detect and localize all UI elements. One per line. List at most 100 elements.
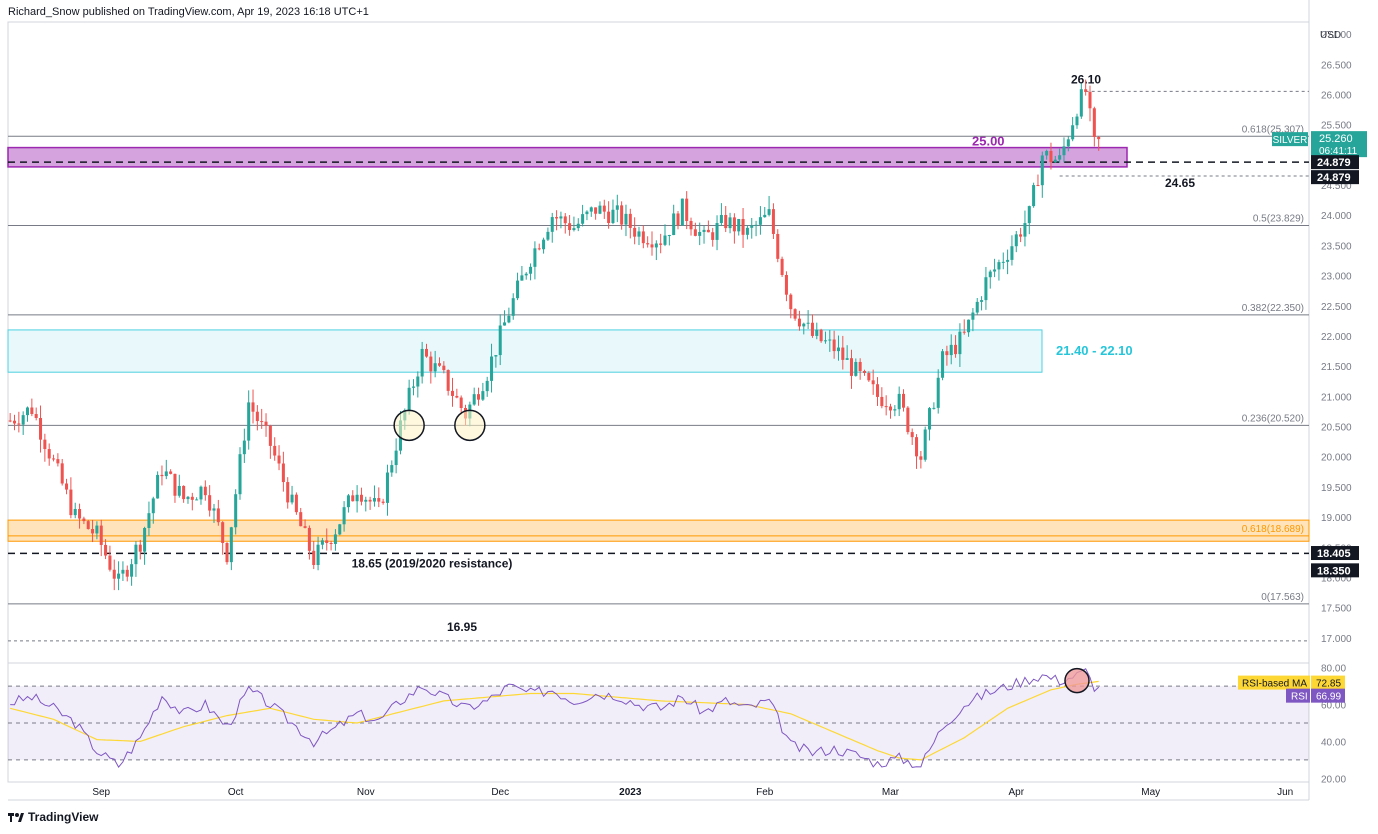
candle — [659, 243, 663, 245]
candle — [862, 370, 867, 373]
tradingview-footer[interactable]: TradingView — [8, 810, 98, 824]
time-tick: Feb — [756, 787, 774, 798]
candle — [871, 380, 875, 385]
candle — [299, 512, 303, 527]
candle — [620, 205, 624, 225]
candle — [676, 213, 680, 226]
candle — [125, 569, 129, 577]
candle — [741, 218, 745, 235]
candle — [875, 384, 880, 397]
candle — [849, 358, 853, 376]
candle — [65, 483, 69, 490]
candle — [967, 319, 971, 333]
candle — [980, 300, 984, 302]
level-price-tag: 24.879 — [1317, 157, 1351, 169]
candle — [1071, 125, 1075, 140]
candle — [516, 280, 520, 299]
candle — [203, 486, 207, 496]
candle — [225, 543, 229, 563]
candle — [164, 471, 168, 477]
candle — [147, 513, 151, 528]
candle — [581, 214, 585, 224]
candle — [945, 351, 949, 356]
price-tick: 24.000 — [1321, 211, 1352, 222]
currency-label: USD — [1320, 30, 1341, 41]
candle — [858, 361, 862, 371]
rsi-value-bg — [1311, 688, 1345, 703]
candle — [1079, 89, 1083, 117]
candle — [411, 386, 415, 388]
rsi-tick: 20.00 — [1321, 774, 1346, 785]
candle — [394, 450, 398, 466]
candle — [78, 508, 82, 519]
candle — [420, 348, 424, 377]
candle — [845, 358, 849, 360]
candle — [962, 331, 966, 333]
candle — [390, 465, 394, 473]
level-price-tag: 18.350 — [1317, 565, 1351, 577]
candle — [602, 205, 606, 212]
price-tick: 21.000 — [1321, 392, 1352, 403]
time-tick: Dec — [491, 787, 509, 798]
candle — [108, 555, 112, 570]
candle — [195, 499, 199, 501]
candle — [529, 266, 533, 274]
candle — [359, 494, 363, 502]
candle — [542, 239, 546, 250]
rsi-line — [10, 668, 1100, 768]
candle — [988, 271, 992, 278]
highlight-circle — [393, 409, 425, 442]
candle — [30, 407, 34, 415]
candle — [802, 323, 806, 327]
candle — [906, 407, 910, 433]
candle — [212, 508, 216, 511]
candle — [1092, 108, 1096, 137]
candle — [936, 377, 940, 408]
candle — [1058, 155, 1062, 160]
candle — [828, 339, 832, 341]
candle — [633, 227, 637, 237]
candle — [780, 258, 784, 275]
price-tick: 23.500 — [1321, 241, 1352, 252]
candle — [151, 498, 155, 514]
rsi-ma-label: RSI-based MA — [1242, 679, 1307, 690]
candle — [8, 420, 12, 422]
candle — [993, 269, 997, 272]
candle — [325, 540, 329, 543]
fib-label: 0.382(22.350) — [1242, 303, 1304, 314]
candle — [702, 229, 706, 232]
level-price-tag-bg — [1311, 546, 1359, 561]
candle — [611, 209, 615, 224]
candle — [511, 298, 515, 316]
candle — [143, 527, 147, 552]
candle — [290, 494, 294, 503]
candle — [268, 425, 272, 446]
candle — [745, 227, 749, 235]
candle — [34, 414, 38, 419]
price-tick: 17.500 — [1321, 604, 1352, 615]
candle — [307, 527, 311, 551]
candle — [1040, 155, 1044, 186]
price-tick: 17.000 — [1321, 634, 1352, 645]
candle — [1075, 116, 1079, 126]
candle — [416, 376, 420, 387]
candle — [524, 273, 528, 276]
candle — [680, 198, 684, 226]
candle — [1001, 261, 1005, 263]
candle — [247, 402, 251, 441]
candle — [342, 507, 346, 525]
candle — [160, 474, 164, 477]
candle — [490, 356, 494, 381]
candle — [806, 322, 810, 324]
fib-label: 0(17.563) — [1261, 592, 1304, 603]
candle — [897, 393, 901, 410]
candle — [277, 455, 281, 464]
candle — [1023, 223, 1027, 237]
price-tick: 19.000 — [1321, 513, 1352, 524]
orange-zone — [7, 519, 1310, 542]
candle — [1088, 91, 1092, 109]
candle — [880, 396, 884, 407]
chart-publisher-header: Richard_Snow published on TradingView.co… — [8, 6, 369, 18]
time-tick: Mar — [882, 787, 900, 798]
